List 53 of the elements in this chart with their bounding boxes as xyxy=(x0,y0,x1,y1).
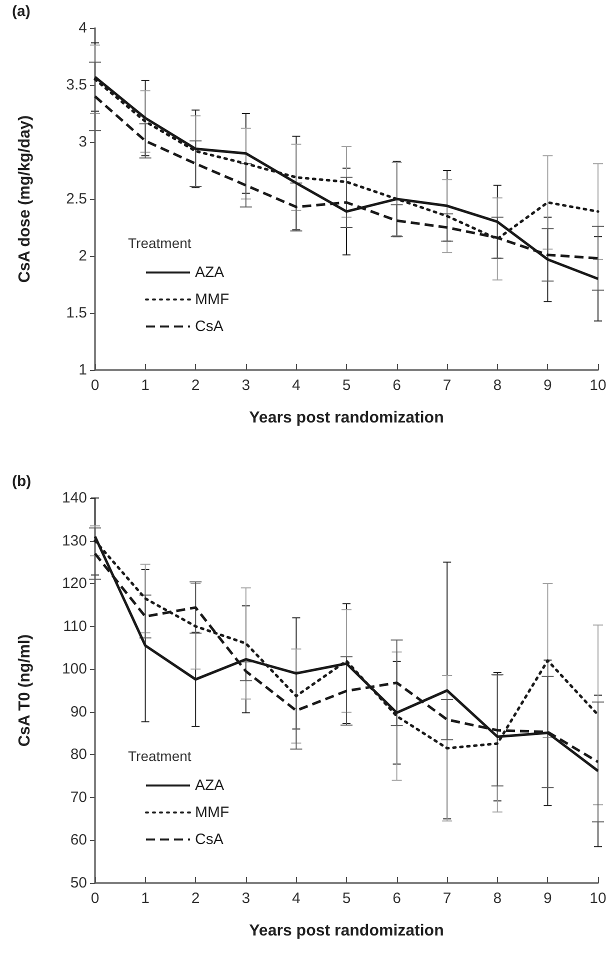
chart-title: (a) xyxy=(12,3,30,20)
y-tick-label: 2 xyxy=(78,248,87,264)
chart-title: (b) xyxy=(12,473,32,490)
x-tick-label: 3 xyxy=(242,890,250,907)
x-tick-label: 10 xyxy=(590,377,606,394)
y-tick-label: 4 xyxy=(78,20,87,36)
x-tick-label: 3 xyxy=(242,377,250,394)
x-tick-label: 0 xyxy=(90,377,100,394)
x-tick-label: 1 xyxy=(141,377,150,394)
y-axis-title: CsA T0 (ng/ml) xyxy=(16,634,34,747)
legend-title: Treatment xyxy=(128,235,192,251)
x-tick-label: 6 xyxy=(392,377,401,394)
x-tick-label: 9 xyxy=(544,890,552,907)
legend-title: Treatment xyxy=(128,748,192,764)
y-tick-label: 1.5 xyxy=(66,304,87,322)
y-tick-label: 100 xyxy=(62,660,87,678)
x-tick-label: 0 xyxy=(90,890,100,907)
y-tick-label: 70 xyxy=(70,788,87,806)
x-tick-label: 10 xyxy=(590,890,606,907)
legend-label: CsA xyxy=(195,318,224,335)
y-tick-label: 90 xyxy=(70,703,87,720)
y-tick-label: 110 xyxy=(63,618,87,635)
y-tick-label: 50 xyxy=(70,874,87,892)
x-tick-label: 5 xyxy=(342,377,351,394)
x-axis-title: Years post randomization xyxy=(249,922,444,940)
y-tick-label: 80 xyxy=(70,746,87,764)
legend-label: CsA xyxy=(195,831,224,848)
x-tick-label: 9 xyxy=(544,377,552,394)
x-tick-label: 4 xyxy=(292,377,300,394)
x-tick-label: 2 xyxy=(191,890,200,907)
y-tick-label: 120 xyxy=(62,575,87,592)
legend-label: MMF xyxy=(195,804,230,821)
y-tick-label: 1 xyxy=(78,362,87,378)
x-axis-title: Years post randomization xyxy=(249,410,444,426)
x-tick-label: 8 xyxy=(493,890,502,907)
x-tick-label: 4 xyxy=(292,890,300,907)
x-tick-label: 5 xyxy=(342,890,351,907)
x-tick-label: 7 xyxy=(442,377,452,394)
legend-label: AZA xyxy=(195,777,224,794)
y-tick-label: 3.5 xyxy=(66,76,87,94)
y-tick-label: 130 xyxy=(62,532,87,550)
legend-label: MMF xyxy=(195,291,230,308)
x-tick-label: 1 xyxy=(141,890,150,907)
y-axis-title: CsA dose (mg/kg/day) xyxy=(16,115,34,283)
x-tick-label: 6 xyxy=(392,890,401,907)
x-tick-label: 8 xyxy=(493,377,502,394)
legend-label: AZA xyxy=(195,264,224,281)
y-tick-label: 60 xyxy=(70,832,87,849)
x-tick-label: 7 xyxy=(442,890,452,907)
y-tick-label: 3 xyxy=(78,134,87,150)
x-tick-label: 2 xyxy=(191,377,200,394)
y-tick-label: 2.5 xyxy=(66,190,87,208)
y-tick-label: 140 xyxy=(62,490,87,506)
